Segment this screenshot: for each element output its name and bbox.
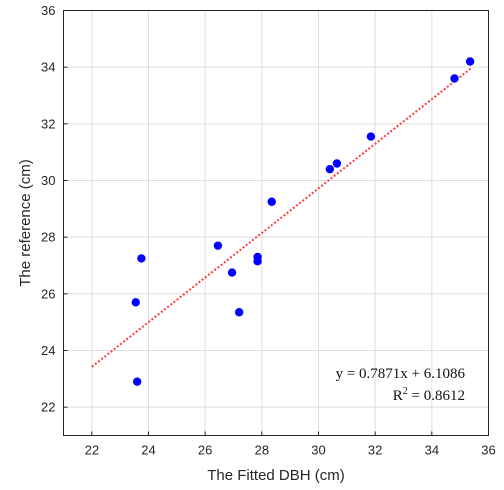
- data-point: [332, 159, 342, 168]
- x-tick-label: 26: [198, 443, 212, 458]
- data-point: [366, 132, 376, 141]
- y-tick-label: 30: [41, 173, 55, 188]
- grid-lines: [63, 10, 489, 436]
- x-tick-label: 36: [481, 443, 495, 458]
- data-point: [227, 268, 237, 277]
- y-tick-label: 32: [41, 116, 55, 131]
- data-point: [234, 308, 244, 317]
- r-squared-label: R2 = 0.8612: [393, 386, 465, 404]
- regression-equation: y = 0.7871x + 6.1086: [336, 366, 466, 382]
- y-tick-label: 34: [41, 60, 55, 75]
- y-tick-label: 26: [41, 286, 55, 301]
- y-axis-ticks: 22 24 26 28 30 32 34 36: [41, 3, 68, 415]
- data-point: [213, 241, 223, 250]
- y-tick-label: 28: [41, 230, 55, 245]
- data-point: [253, 257, 262, 266]
- plot-frame: [63, 10, 489, 436]
- data-point: [137, 254, 146, 263]
- x-tick-label: 22: [85, 443, 99, 458]
- x-axis-label: The Fitted DBH (cm): [207, 467, 345, 484]
- x-tick-label: 24: [141, 443, 155, 458]
- data-point: [132, 377, 142, 386]
- y-tick-label: 36: [41, 3, 55, 18]
- regression-line: [91, 67, 473, 368]
- x-tick-label: 28: [255, 443, 269, 458]
- data-point: [450, 74, 459, 83]
- y-tick-label: 22: [41, 400, 55, 415]
- data-point: [325, 164, 335, 174]
- data-points: [131, 57, 475, 386]
- x-tick-label: 32: [368, 443, 382, 458]
- y-tick-label: 24: [41, 343, 55, 358]
- x-axis-ticks: 22 24 26 28 30 32 34 36: [85, 431, 496, 458]
- y-axis-label: The reference (cm): [17, 159, 34, 287]
- x-tick-label: 34: [425, 443, 439, 458]
- data-point: [131, 298, 140, 307]
- data-point: [465, 57, 475, 66]
- x-tick-label: 30: [311, 443, 325, 458]
- data-point: [267, 197, 276, 206]
